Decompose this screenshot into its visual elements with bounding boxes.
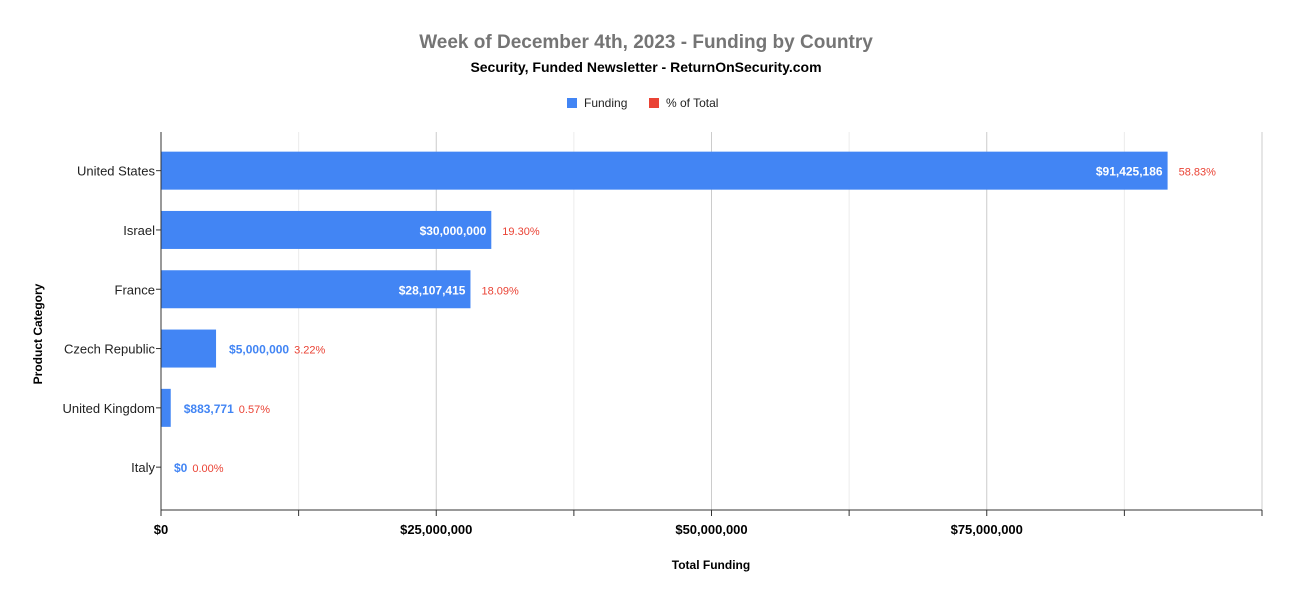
data-label-percent: 19.30% [502, 226, 540, 238]
data-label-percent: 0.57% [239, 404, 270, 416]
legend-label-percent: % of Total [666, 96, 718, 110]
x-tick-label: $0 [154, 522, 168, 537]
data-label-funding: $0 [174, 461, 188, 475]
category-label: United States [77, 164, 156, 179]
data-label-percent: 18.09% [481, 285, 519, 297]
bars [161, 151, 1168, 427]
legend-swatch-percent [649, 98, 659, 108]
data-label-funding: $91,425,186 [1096, 165, 1163, 179]
data-label-funding: $30,000,000 [420, 224, 487, 238]
x-tick-label: $75,000,000 [951, 522, 1023, 537]
data-label-percent: 58.83% [1179, 167, 1217, 179]
bar [161, 270, 471, 309]
data-label-funding: $28,107,415 [399, 283, 466, 297]
chart-subtitle: Security, Funded Newsletter - ReturnOnSe… [470, 59, 821, 75]
legend: Funding % of Total [567, 96, 718, 110]
category-label: Israel [123, 223, 155, 238]
value-labels: $91,425,186 58.83% $30,000,000 19.30% $28,10… [174, 165, 1216, 476]
bar [161, 329, 217, 368]
category-label: Czech Republic [64, 342, 156, 357]
data-label-percent: 3.22% [294, 345, 325, 357]
category-label: Italy [131, 460, 155, 475]
data-label-funding: $5,000,000 [229, 343, 289, 357]
data-label-percent: 0.00% [192, 463, 223, 475]
x-tick-labels: $0 $25,000,000 $50,000,000 $75,000,000 [154, 522, 1023, 537]
legend-label-funding: Funding [584, 96, 627, 110]
x-tick-label: $25,000,000 [400, 522, 472, 537]
data-label-funding: $883,771 [184, 402, 234, 416]
category-labels: United States Israel France Czech Republic U… [63, 164, 156, 476]
category-label: France [115, 282, 155, 297]
bar [161, 388, 171, 427]
bar [161, 210, 492, 249]
category-label: United Kingdom [63, 401, 156, 416]
x-axis-title: Total Funding [672, 558, 750, 572]
x-tick-label: $50,000,000 [675, 522, 747, 537]
bar [161, 151, 1168, 190]
y-axis-title: Product Category [31, 283, 45, 384]
chart-title: Week of December 4th, 2023 - Funding by … [419, 32, 873, 53]
legend-swatch-funding [567, 98, 577, 108]
gridlines [298, 132, 1263, 510]
axes [156, 132, 1263, 516]
